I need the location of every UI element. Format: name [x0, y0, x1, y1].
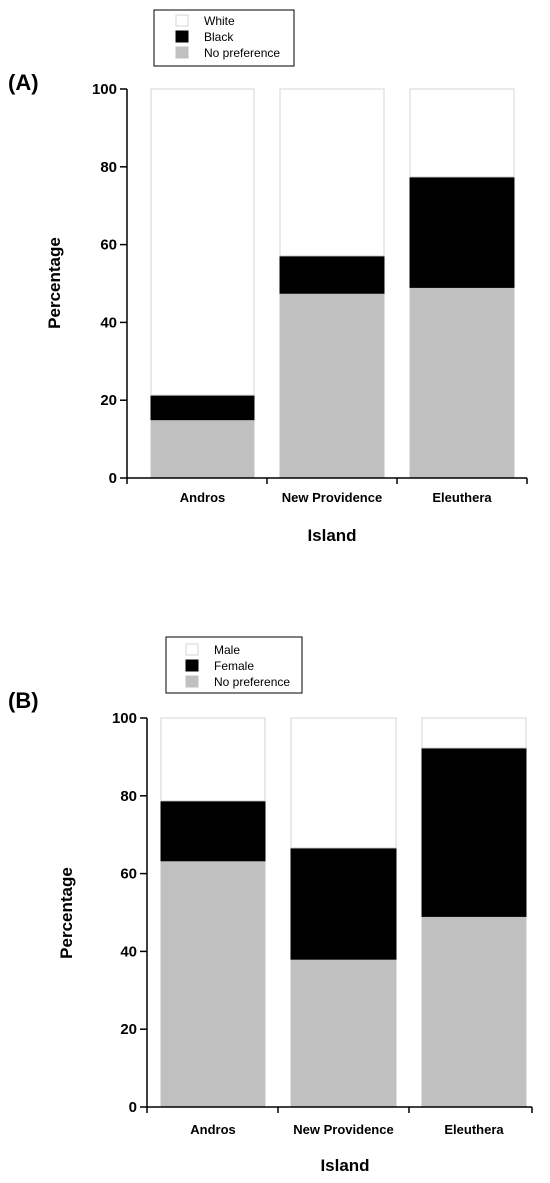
legend-swatch-male — [185, 643, 199, 656]
bar-andros-black — [150, 394, 255, 421]
y-tick-label-40: 40 — [100, 314, 117, 331]
bar-andros-female — [160, 800, 266, 862]
bar-andros-white — [150, 88, 255, 396]
legend-swatch-no-preference — [185, 675, 199, 688]
bar-eleuthera-white — [409, 88, 515, 178]
bar-eleuthera-black — [409, 176, 515, 288]
legend-swatch-black — [175, 30, 189, 43]
panel-a-legend: White Black No preference — [153, 9, 295, 67]
y-tick-label-80: 80 — [100, 159, 117, 176]
bar-new-providence-no-preference — [290, 958, 397, 1108]
y-tick-label-20: 20 — [120, 1021, 137, 1038]
bar-new-providence-male — [290, 717, 397, 849]
y-tick-label-20: 20 — [100, 392, 117, 409]
bar-eleuthera-male — [421, 717, 527, 749]
y-tick-label-100: 100 — [92, 81, 117, 98]
bar-eleuthera-no-preference — [409, 286, 515, 479]
panel-b-x-axis-title: Island — [320, 1156, 369, 1175]
bar-new-providence-no-preference — [279, 292, 385, 479]
legend-label-white: White — [204, 14, 235, 28]
x-tick-label-andros: Andros — [180, 490, 226, 505]
x-tick-label-new-providence: New Providence — [293, 1122, 393, 1137]
panel-b: (B) 0 20 40 60 80 100 Andros New Providence Eleut… — [8, 636, 533, 1175]
y-tick-label-0: 0 — [109, 470, 117, 487]
bar-andros-no-preference — [150, 419, 255, 479]
bar-eleuthera-female — [421, 747, 527, 917]
y-tick-label-80: 80 — [120, 788, 137, 805]
bar-eleuthera-no-preference — [421, 915, 527, 1108]
panel-a: (A) 0 20 40 60 80 100 Andros New Providence Eleut… — [8, 9, 528, 545]
y-tick-label-40: 40 — [120, 943, 137, 960]
panel-b-legend: Male Female No preference — [165, 636, 303, 694]
bar-new-providence-white — [279, 88, 385, 257]
y-tick-label-60: 60 — [120, 866, 137, 883]
x-tick-label-andros: Andros — [190, 1122, 236, 1137]
x-tick-label-eleuthera: Eleuthera — [432, 490, 492, 505]
legend-label-female: Female — [214, 659, 254, 673]
bar-andros-male — [160, 717, 266, 802]
legend-swatch-white — [175, 14, 189, 27]
bar-andros-no-preference — [160, 860, 266, 1108]
legend-label-no-preference: No preference — [214, 675, 290, 689]
panel-a-label: (A) — [8, 70, 39, 95]
panel-b-y-axis-title: Percentage — [57, 867, 76, 959]
legend-label-male: Male — [214, 643, 240, 657]
legend-swatch-female — [185, 659, 199, 672]
legend-label-no-preference: No preference — [204, 46, 280, 60]
x-tick-label-new-providence: New Providence — [282, 490, 382, 505]
bar-new-providence-black — [279, 255, 385, 294]
y-tick-label-60: 60 — [100, 237, 117, 254]
y-tick-label-0: 0 — [129, 1099, 137, 1116]
panel-b-label: (B) — [8, 688, 39, 713]
legend-label-black: Black — [204, 30, 234, 44]
x-tick-label-eleuthera: Eleuthera — [444, 1122, 504, 1137]
panel-a-y-axis-title: Percentage — [45, 237, 64, 329]
panel-a-x-axis-title: Island — [307, 526, 356, 545]
bar-new-providence-female — [290, 847, 397, 960]
legend-swatch-no-preference — [175, 46, 189, 59]
y-tick-label-100: 100 — [112, 710, 137, 727]
